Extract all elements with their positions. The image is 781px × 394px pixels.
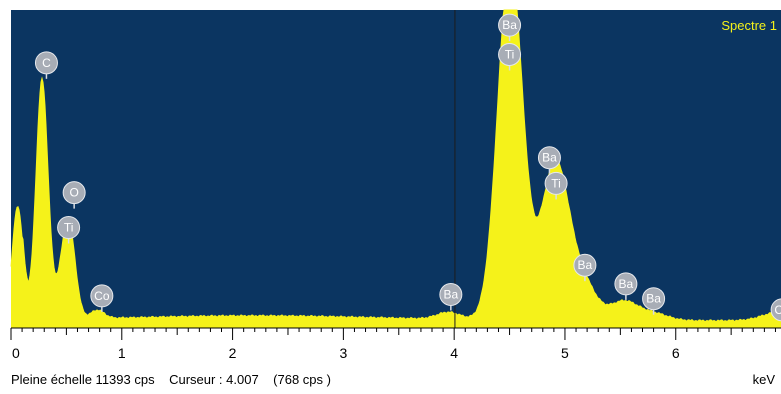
element-label-text: Ba	[542, 151, 557, 165]
element-label-ti: Ti	[57, 216, 81, 244]
x-tick-label: 2	[229, 345, 237, 361]
element-label-ti: Ti	[544, 171, 568, 200]
element-label-text: Ba	[578, 258, 593, 272]
element-label-badge	[498, 13, 522, 37]
element-label-co: Co	[90, 284, 114, 312]
element-label-text: Co	[94, 289, 110, 303]
element-label-badge	[498, 42, 522, 66]
element-label-co: Co	[770, 298, 781, 322]
element-label-text: Ti	[64, 221, 74, 235]
element-label-badge	[537, 146, 561, 170]
spectrum-title: Spectre 1	[721, 18, 777, 33]
element-label-badge	[544, 171, 568, 195]
element-label-text: O	[69, 186, 78, 200]
element-label-ti: Ti	[498, 42, 522, 71]
element-label-badge	[34, 51, 58, 75]
element-label-ba: Ba	[573, 253, 597, 282]
element-label-c: C	[34, 51, 58, 79]
element-label-badge	[573, 253, 597, 277]
spectrum-line	[10, 9, 781, 323]
element-label-o: O	[62, 181, 86, 209]
plot-background	[11, 10, 781, 328]
x-tick-label: 6	[672, 345, 680, 361]
element-label-text: Ti	[551, 176, 561, 190]
x-tick-label: 3	[339, 345, 347, 361]
x-tick-label: 0	[12, 345, 20, 361]
element-label-text: Ba	[646, 292, 661, 306]
element-label-text: C	[42, 56, 51, 70]
x-axis: 0 1 2 3 4 5 6	[10, 327, 781, 361]
element-label-ba: Ba	[439, 283, 463, 311]
element-label-ba: Ba	[537, 146, 561, 174]
element-label-layer: C O Ti Co Ba Ba Ti Ba Ti Ba Ba Ba Co	[34, 13, 781, 322]
element-label-badge	[439, 283, 463, 307]
element-label-text: Ba	[443, 288, 458, 302]
element-label-badge	[614, 272, 638, 296]
x-tick-label: 5	[561, 345, 569, 361]
element-label-badge	[90, 284, 114, 308]
element-label-badge	[770, 298, 781, 322]
element-label-text: Co	[774, 303, 781, 317]
energy-unit-label: keV	[752, 372, 775, 387]
element-label-ba: Ba	[642, 287, 666, 315]
element-label-ba: Ba	[498, 13, 522, 42]
full-scale-label: Pleine échelle 11393 cps	[11, 372, 155, 387]
element-label-badge	[57, 216, 81, 240]
element-label-text: Ti	[505, 47, 515, 61]
element-label-badge	[62, 181, 86, 205]
element-label-text: Ba	[619, 277, 634, 291]
cursor-counts-label: (768 cps )	[273, 372, 331, 387]
element-label-badge	[642, 287, 666, 311]
cursor-position-label: Curseur : 4.007	[169, 372, 259, 387]
x-tick-label: 4	[450, 345, 458, 361]
status-readout: Pleine échelle 11393 cps Curseur : 4.007…	[11, 372, 331, 387]
x-tick-label: 1	[118, 345, 126, 361]
element-label-text: Ba	[502, 18, 517, 32]
element-label-ba: Ba	[614, 272, 638, 300]
